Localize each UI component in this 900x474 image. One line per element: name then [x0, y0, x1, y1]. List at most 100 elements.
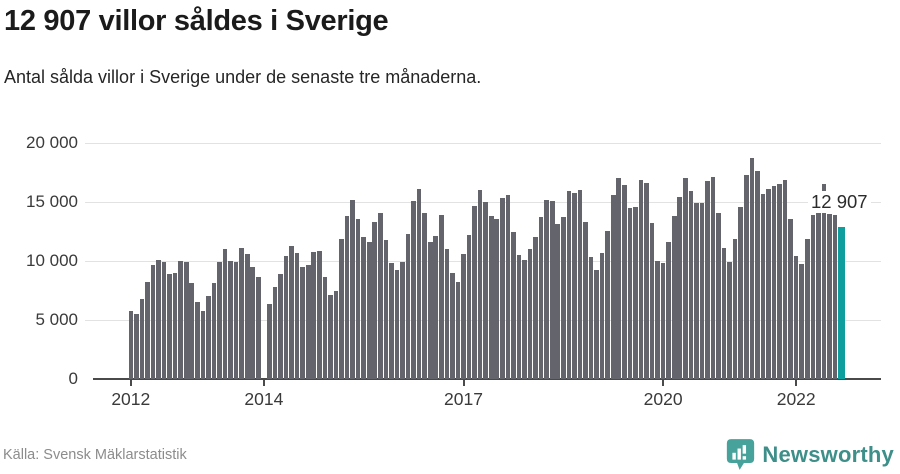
highlight-value-label: 12 907	[808, 191, 871, 213]
bar	[211, 283, 217, 379]
bar	[633, 207, 638, 379]
x-axis-label: 2012	[111, 389, 151, 409]
bar	[355, 219, 361, 379]
x-axis-tick	[795, 380, 798, 386]
x-axis-tick	[262, 380, 265, 386]
bar	[566, 191, 572, 379]
bar	[378, 212, 383, 379]
bar	[427, 242, 433, 379]
bar	[660, 263, 666, 379]
x-axis-tick	[129, 380, 132, 386]
bar	[300, 266, 305, 379]
bar	[832, 214, 838, 379]
bar	[411, 200, 416, 379]
bar	[239, 248, 244, 379]
bar	[477, 190, 483, 379]
bar	[821, 184, 827, 379]
bar	[616, 177, 622, 379]
bar	[200, 310, 206, 379]
bar	[394, 269, 400, 379]
bar	[317, 250, 322, 379]
bar	[533, 236, 538, 379]
bar	[799, 263, 805, 379]
bar	[644, 182, 649, 379]
bar	[145, 282, 150, 379]
bar	[771, 186, 777, 379]
bar	[172, 272, 178, 379]
bar	[671, 216, 677, 379]
bar	[294, 252, 300, 379]
bar	[638, 180, 644, 379]
bar	[538, 216, 544, 379]
y-axis-label: 0	[68, 369, 78, 388]
y-axis-label: 10 000	[26, 251, 78, 270]
bar	[743, 175, 749, 379]
bar	[156, 259, 161, 379]
bar	[777, 184, 782, 379]
bar	[272, 286, 278, 379]
bar	[322, 276, 328, 379]
bar	[389, 262, 394, 379]
y-axis-label: 15 000	[26, 192, 78, 211]
bar	[189, 283, 195, 379]
bar	[588, 257, 594, 379]
bar	[810, 214, 816, 379]
bar	[749, 158, 755, 379]
bar	[727, 262, 732, 379]
bar	[494, 218, 500, 379]
gridline-15000	[85, 201, 881, 203]
bar	[178, 261, 183, 379]
x-axis-label: 2022	[776, 389, 816, 409]
bar	[366, 242, 372, 379]
bar	[755, 171, 760, 379]
gridline-20000	[85, 142, 881, 144]
chart-area: 12 907 0 5 000 10 000 15 000 20 000 2012 2014 2…	[0, 130, 900, 425]
bar	[688, 190, 694, 379]
bar	[544, 200, 549, 379]
bar	[610, 194, 616, 379]
bar	[433, 235, 439, 379]
bar	[150, 265, 156, 379]
bar	[655, 261, 660, 379]
bar	[666, 241, 671, 379]
bar	[732, 238, 738, 379]
x-axis-label: 2017	[444, 389, 483, 409]
bar	[694, 203, 699, 379]
bar	[710, 176, 716, 379]
bar	[483, 202, 488, 379]
bar	[788, 219, 793, 379]
bar	[250, 266, 256, 379]
bar	[699, 203, 705, 379]
y-axis-label: 20 000	[26, 133, 78, 152]
x-axis-tick	[462, 380, 465, 386]
bar	[549, 200, 555, 379]
bar	[439, 215, 444, 379]
brand-logo: Newsworthy	[726, 438, 894, 471]
bar	[782, 180, 788, 379]
bar	[289, 245, 294, 379]
bar	[572, 192, 577, 379]
bar	[705, 180, 710, 379]
bar	[466, 234, 472, 379]
bar	[683, 178, 688, 379]
bar	[400, 261, 405, 379]
bar	[677, 196, 683, 379]
bar	[305, 265, 311, 379]
bar	[128, 311, 134, 379]
bar	[195, 302, 200, 379]
bar	[361, 237, 366, 379]
bar	[505, 194, 511, 379]
page-subtitle: Antal sålda villor i Sverige under de se…	[4, 67, 482, 87]
source-credit: Källa: Svensk Mäklarstatistik	[3, 447, 187, 463]
x-axis-label: 2020	[643, 389, 683, 409]
gridline-5000	[85, 319, 881, 321]
bar	[627, 207, 633, 379]
bar	[555, 223, 561, 379]
x-axis-tick	[662, 380, 665, 386]
y-axis-label: 5 000	[35, 310, 78, 329]
newsworthy-chart-bubble-icon	[727, 439, 755, 470]
bar	[344, 216, 350, 379]
bar	[760, 194, 766, 379]
bar	[416, 189, 422, 379]
